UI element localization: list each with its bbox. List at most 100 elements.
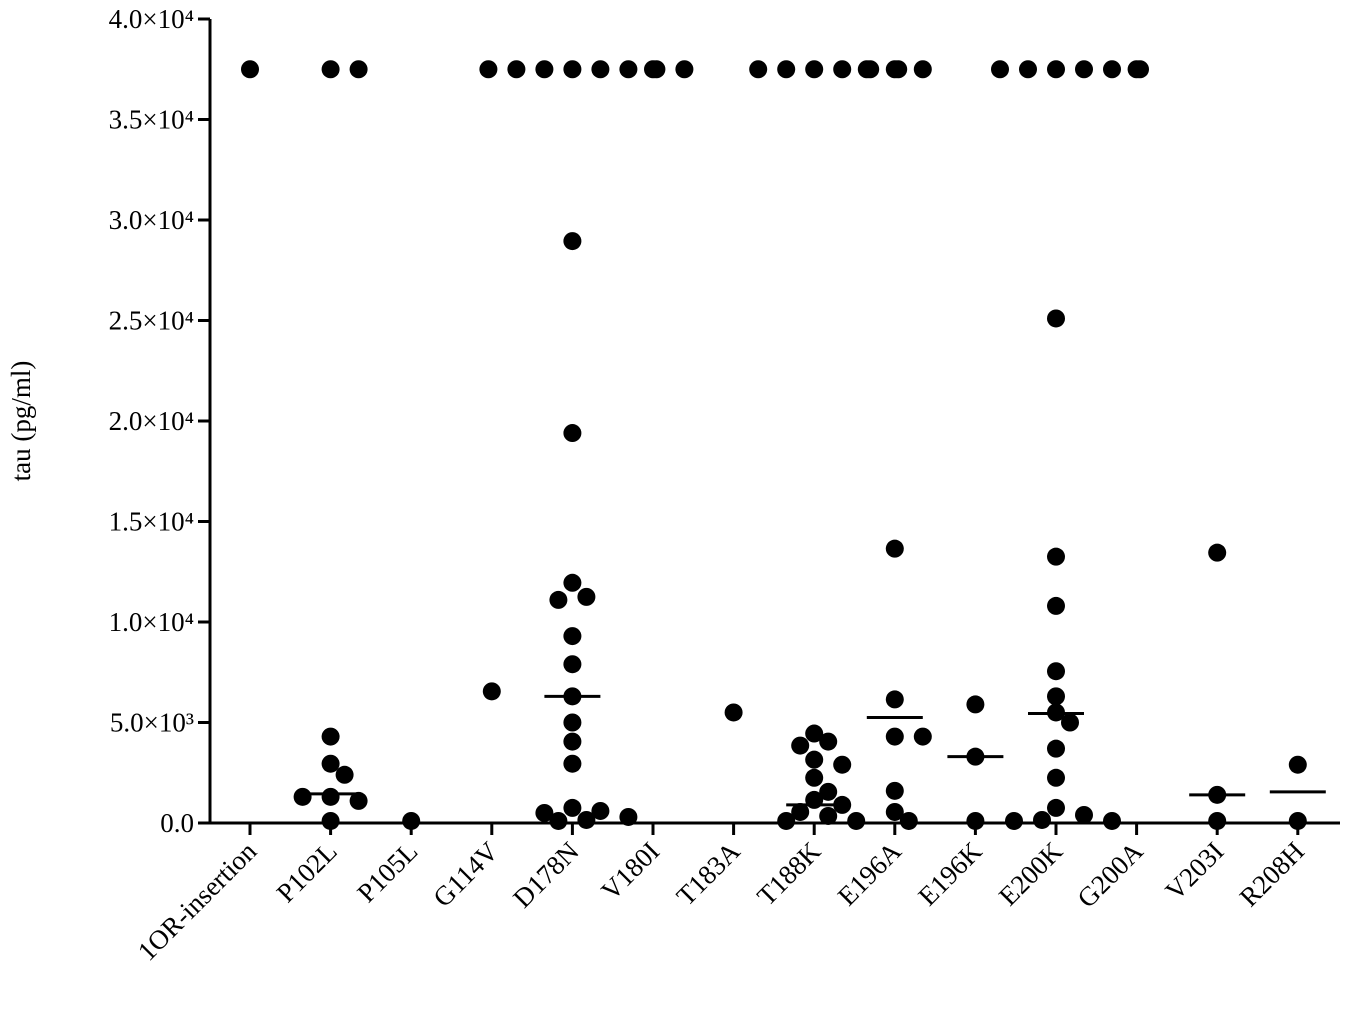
data-point (1127, 60, 1146, 79)
x-tick-label: E200K (993, 836, 1069, 912)
data-point (1075, 805, 1093, 824)
data-point (819, 732, 838, 751)
data-point (563, 655, 582, 674)
data-point (819, 806, 838, 825)
data-point (549, 590, 568, 609)
data-point (1061, 713, 1079, 732)
data-point (535, 803, 554, 822)
data-point (805, 724, 824, 743)
data-point (321, 811, 340, 830)
data-point (563, 60, 582, 79)
data-point (966, 695, 985, 714)
data-point (563, 232, 582, 251)
x-tick-label: R208H (1234, 836, 1310, 912)
data-point (805, 750, 824, 769)
data-point (805, 60, 824, 79)
data-point (549, 811, 568, 830)
data-point (1033, 810, 1051, 829)
data-point (563, 732, 582, 751)
data-point (885, 781, 904, 800)
data-point (1288, 755, 1307, 774)
data-point (563, 713, 582, 732)
data-point (563, 798, 582, 817)
data-point (1103, 811, 1121, 830)
data-point (591, 60, 610, 79)
data-point (563, 573, 582, 592)
data-point (1047, 687, 1065, 706)
data-point (857, 60, 876, 79)
x-tick-label: T188K (751, 836, 827, 912)
data-point (321, 727, 340, 746)
data-point (749, 60, 768, 79)
data-point (885, 690, 904, 709)
y-tick-label: 3.5×10⁴ (109, 105, 194, 135)
y-tick-label: 2.0×10⁴ (109, 406, 194, 436)
data-point (1019, 60, 1037, 79)
data-point (241, 60, 259, 79)
data-point (1047, 798, 1065, 817)
x-tick-label: V180I (595, 836, 665, 906)
data-point (1103, 60, 1121, 79)
y-tick-label: 0.0 (160, 808, 194, 838)
y-axis-label: tau (pg/ml) (6, 361, 36, 482)
x-tick-label: P102L (271, 836, 343, 908)
data-point (966, 811, 985, 830)
data-point (913, 60, 932, 79)
data-point (349, 791, 368, 810)
data-point (577, 587, 596, 606)
x-tick-label: P105L (351, 836, 423, 908)
data-point (479, 60, 498, 79)
data-point (833, 755, 852, 774)
data-point (819, 782, 838, 801)
y-tick-label: 4.0×10⁴ (109, 4, 194, 34)
data-point (563, 627, 582, 646)
data-point (1005, 811, 1023, 830)
data-point (1208, 543, 1227, 562)
y-tick-label: 2.5×10⁴ (109, 306, 194, 336)
data-point (619, 807, 638, 826)
data-point (1047, 662, 1065, 681)
data-point (563, 754, 582, 773)
data-point (402, 811, 421, 830)
y-tick-label: 3.0×10⁴ (109, 205, 194, 235)
data-point (321, 754, 340, 773)
x-tick-label: V203I (1159, 836, 1229, 906)
data-point (577, 810, 596, 829)
data-point (791, 736, 810, 755)
x-tick-label: 1OR-insertion (132, 836, 263, 967)
data-point (591, 801, 610, 820)
data-point (563, 424, 582, 443)
data-point (991, 60, 1009, 79)
data-point (507, 60, 526, 79)
data-point (899, 811, 918, 830)
data-point (535, 60, 554, 79)
data-point (619, 60, 638, 79)
y-tick-label: 1.5×10⁴ (109, 507, 194, 537)
data-point (885, 802, 904, 821)
data-point (885, 727, 904, 746)
data-point (1047, 596, 1065, 615)
data-point (724, 703, 743, 722)
data-point (1047, 309, 1065, 328)
data-point (1208, 811, 1227, 830)
y-tick-label: 5.0×10³ (110, 708, 194, 738)
data-point (1288, 811, 1307, 830)
y-tick-label: 1.0×10⁴ (109, 607, 194, 637)
data-point (791, 802, 810, 821)
data-point (349, 60, 368, 79)
data-point (913, 727, 932, 746)
data-point (644, 60, 662, 79)
data-point (1047, 768, 1065, 787)
data-point (335, 765, 354, 784)
data-point (777, 60, 796, 79)
data-point (885, 60, 904, 79)
x-tick-label: E196K (912, 836, 988, 912)
data-point (1047, 60, 1065, 79)
x-tick-label: E196A (832, 836, 908, 912)
x-tick-label: G114V (427, 836, 504, 913)
data-point (1047, 547, 1065, 566)
x-tick-label: T183A (671, 836, 747, 912)
data-point (675, 60, 694, 79)
data-point (885, 539, 904, 558)
